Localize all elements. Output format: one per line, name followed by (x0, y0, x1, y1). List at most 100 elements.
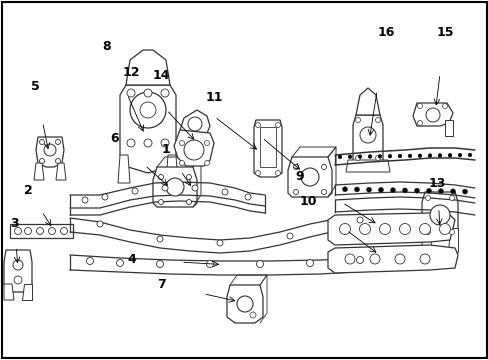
Circle shape (354, 187, 359, 192)
Circle shape (366, 187, 371, 192)
Circle shape (375, 156, 380, 161)
Text: 15: 15 (435, 26, 453, 39)
Circle shape (244, 194, 250, 200)
Circle shape (399, 224, 409, 234)
Circle shape (448, 195, 453, 201)
Polygon shape (10, 224, 73, 238)
Circle shape (179, 161, 184, 166)
Circle shape (425, 195, 429, 201)
Circle shape (358, 155, 361, 158)
Circle shape (417, 154, 421, 158)
Circle shape (438, 189, 443, 194)
Polygon shape (346, 160, 389, 172)
Circle shape (186, 199, 191, 204)
Circle shape (222, 189, 227, 195)
Circle shape (425, 230, 429, 234)
Circle shape (116, 260, 123, 266)
Circle shape (161, 139, 169, 147)
Circle shape (192, 185, 198, 191)
Circle shape (13, 260, 23, 270)
Circle shape (206, 261, 213, 267)
Text: 4: 4 (127, 253, 136, 266)
Circle shape (457, 153, 461, 157)
Circle shape (179, 140, 184, 145)
Polygon shape (36, 137, 64, 167)
Circle shape (132, 188, 138, 194)
Circle shape (127, 139, 135, 147)
Text: 9: 9 (295, 170, 304, 183)
Circle shape (390, 188, 395, 193)
Circle shape (394, 254, 404, 264)
Circle shape (342, 187, 347, 192)
Polygon shape (287, 157, 331, 197)
Circle shape (44, 144, 56, 156)
Polygon shape (118, 155, 130, 183)
Polygon shape (447, 228, 457, 252)
Circle shape (86, 257, 93, 265)
Circle shape (286, 233, 292, 239)
Polygon shape (253, 120, 282, 177)
Circle shape (40, 140, 44, 144)
Text: 6: 6 (110, 132, 119, 145)
Polygon shape (421, 192, 457, 238)
Circle shape (24, 228, 31, 234)
Circle shape (448, 230, 453, 234)
Circle shape (186, 175, 191, 180)
Circle shape (359, 127, 375, 143)
Text: 2: 2 (24, 184, 33, 197)
Polygon shape (34, 163, 44, 180)
Text: 12: 12 (122, 66, 140, 78)
Circle shape (375, 117, 380, 122)
Circle shape (429, 205, 449, 225)
Circle shape (419, 224, 429, 234)
Circle shape (204, 140, 209, 145)
Polygon shape (120, 85, 176, 173)
Circle shape (293, 189, 298, 194)
Circle shape (187, 117, 202, 131)
Circle shape (359, 224, 370, 234)
Circle shape (449, 189, 454, 194)
Polygon shape (4, 250, 32, 292)
Circle shape (55, 158, 61, 163)
Circle shape (14, 276, 22, 284)
Circle shape (183, 140, 203, 160)
Text: 16: 16 (377, 26, 394, 39)
Circle shape (140, 102, 156, 118)
Circle shape (447, 153, 451, 157)
Circle shape (255, 171, 260, 176)
Circle shape (355, 156, 360, 161)
Circle shape (97, 221, 103, 227)
Circle shape (321, 189, 326, 194)
Circle shape (102, 194, 108, 200)
Circle shape (204, 161, 209, 166)
Polygon shape (22, 284, 32, 300)
Circle shape (217, 240, 223, 246)
Text: 1: 1 (162, 143, 170, 156)
Polygon shape (327, 213, 454, 245)
Polygon shape (355, 88, 379, 115)
Circle shape (249, 312, 256, 318)
Circle shape (427, 154, 431, 157)
Circle shape (275, 171, 280, 176)
Circle shape (127, 89, 135, 97)
Polygon shape (4, 284, 14, 300)
Circle shape (339, 224, 350, 234)
Circle shape (82, 197, 88, 203)
Circle shape (356, 217, 362, 223)
Polygon shape (444, 120, 452, 136)
Text: 7: 7 (157, 278, 165, 291)
Circle shape (162, 185, 168, 191)
Circle shape (407, 154, 411, 158)
Text: 11: 11 (205, 91, 223, 104)
Circle shape (378, 188, 383, 192)
Circle shape (437, 154, 441, 157)
Circle shape (61, 228, 67, 234)
Circle shape (321, 165, 326, 170)
Polygon shape (412, 103, 452, 126)
Circle shape (48, 228, 55, 234)
Polygon shape (153, 167, 197, 207)
Circle shape (338, 155, 341, 159)
Polygon shape (352, 115, 382, 168)
Polygon shape (260, 127, 275, 167)
Polygon shape (56, 163, 66, 180)
